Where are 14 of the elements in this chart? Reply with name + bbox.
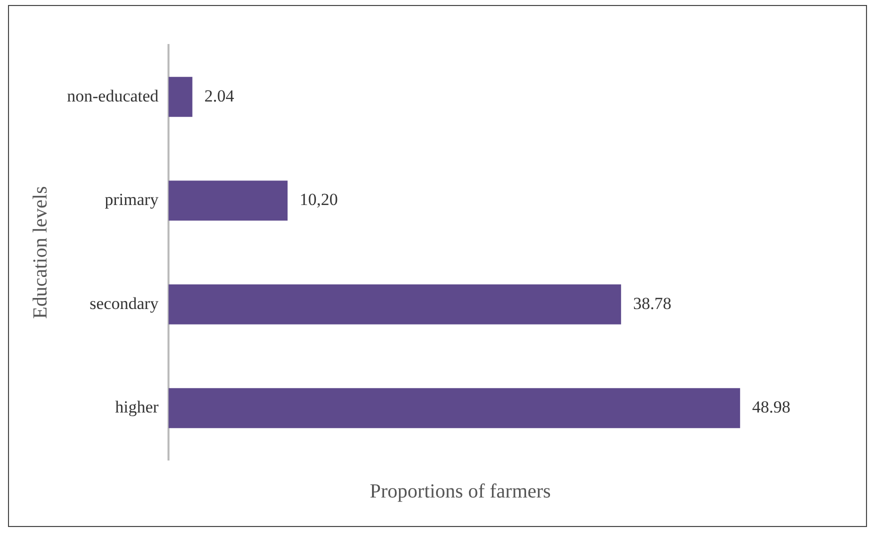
data-label: 10,20 — [300, 190, 338, 210]
y-tick-label: non-educated — [66, 86, 160, 106]
y-tick-label: primary — [104, 190, 160, 210]
x-axis-title: Proportions of farmers — [370, 480, 552, 502]
data-label: 48.98 — [752, 398, 790, 417]
bar — [168, 180, 288, 221]
y-tick-label: secondary — [90, 294, 160, 313]
data-label: 2.04 — [204, 86, 235, 106]
y-axis-title: Education levels — [29, 186, 52, 319]
bar — [168, 388, 740, 428]
y-tick-label: higher — [115, 398, 159, 417]
bar — [168, 76, 192, 117]
data-label: 38.78 — [633, 294, 672, 313]
bar — [168, 284, 622, 324]
